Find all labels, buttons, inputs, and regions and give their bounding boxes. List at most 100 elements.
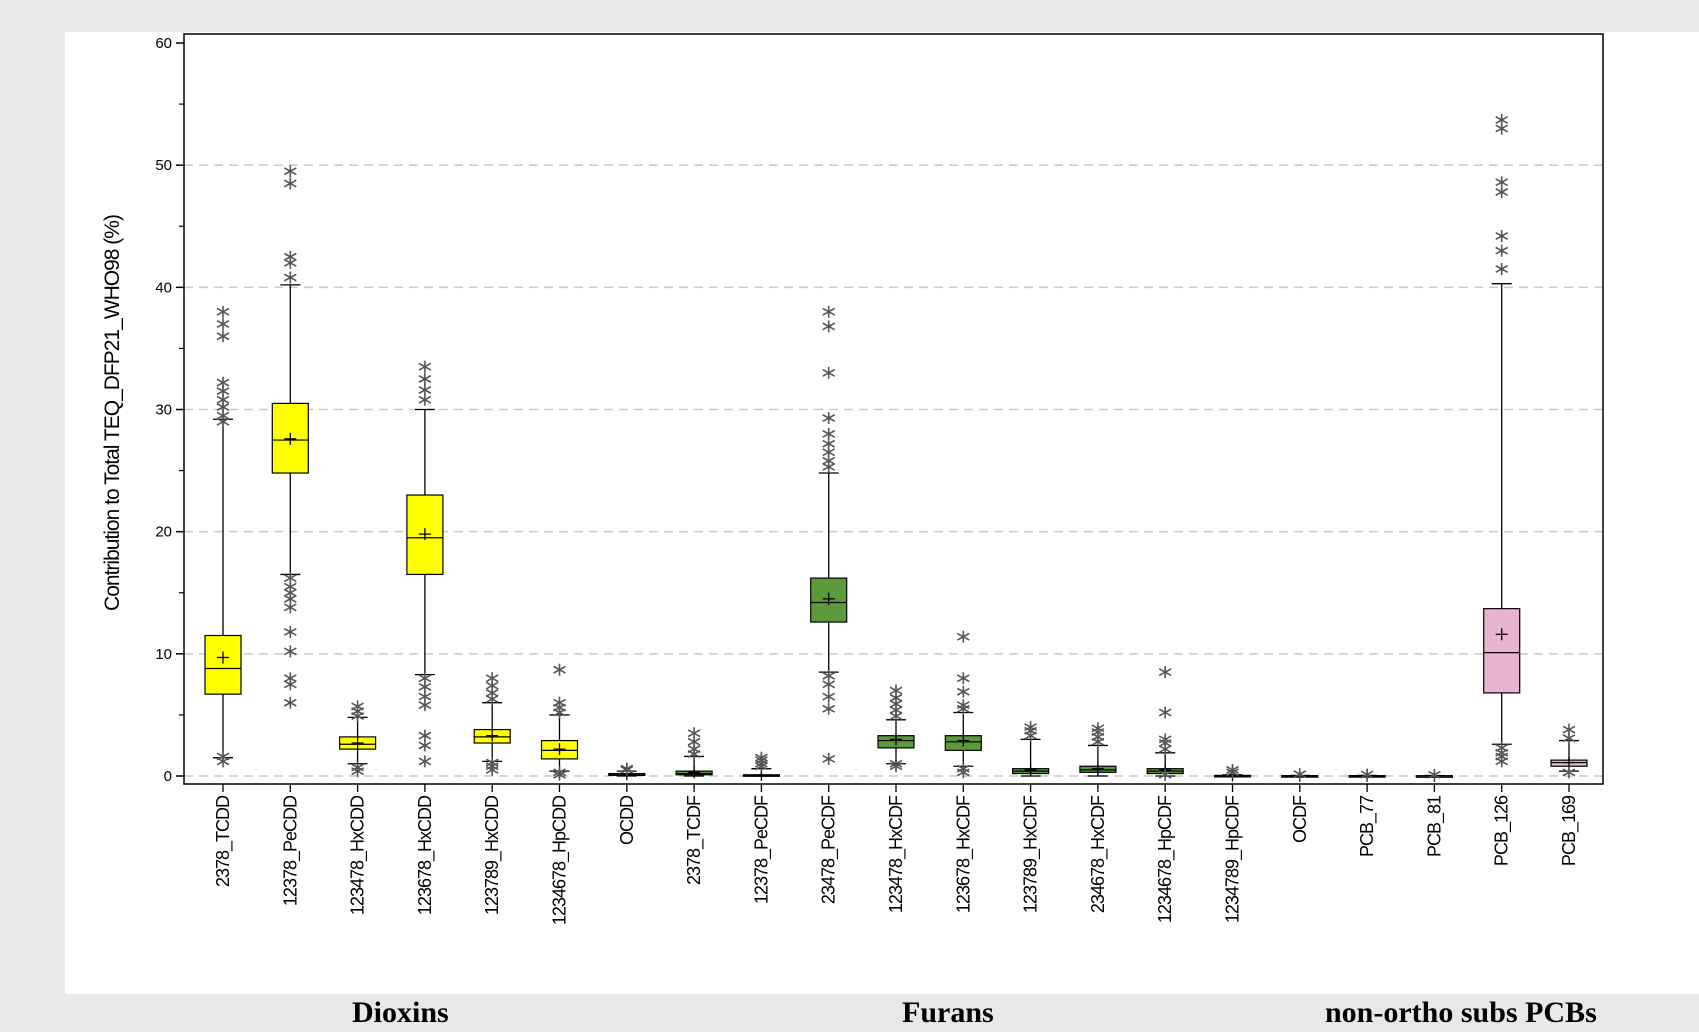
outlier-point bbox=[822, 412, 836, 425]
box-PCB_81 bbox=[1415, 768, 1454, 782]
outlier-point bbox=[1158, 733, 1172, 746]
x-tick-label: PCB_77 bbox=[1357, 795, 1378, 857]
outlier-stroke bbox=[889, 686, 903, 695]
box-PCB_126 bbox=[1483, 113, 1521, 768]
outlier-point bbox=[283, 625, 297, 638]
outlier-stroke bbox=[620, 764, 634, 773]
outlier-point bbox=[620, 762, 634, 775]
outlier-stroke bbox=[1495, 124, 1509, 133]
outlier-point bbox=[283, 572, 297, 585]
outlier-stroke bbox=[822, 307, 836, 316]
outlier-point bbox=[485, 672, 499, 685]
outlier-point bbox=[553, 766, 566, 779]
outlier-stroke bbox=[216, 319, 230, 328]
box-234678_HxCDF bbox=[1079, 722, 1117, 777]
outlier-point bbox=[956, 685, 970, 698]
outlier-point bbox=[283, 250, 297, 263]
outlier-stroke bbox=[283, 582, 297, 591]
box-2378_TCDF bbox=[675, 727, 713, 779]
x-tick-label: 123678_HxCDF bbox=[953, 795, 974, 913]
outlier-stroke bbox=[418, 374, 432, 383]
outlier-point bbox=[283, 165, 297, 178]
outlier-point bbox=[822, 669, 836, 682]
outlier-stroke bbox=[283, 167, 297, 176]
outlier-point bbox=[216, 305, 230, 318]
outlier-stroke bbox=[418, 731, 432, 740]
outlier-stroke bbox=[1158, 745, 1172, 754]
outlier-stroke bbox=[889, 699, 903, 708]
outlier-stroke bbox=[822, 754, 836, 763]
outlier-stroke bbox=[1158, 770, 1172, 779]
outlier-stroke bbox=[418, 701, 432, 710]
outlier-stroke bbox=[822, 448, 836, 457]
x-tick-label: 123478_HxCDD bbox=[348, 795, 369, 915]
outlier-point bbox=[889, 684, 903, 697]
outlier-stroke bbox=[216, 332, 230, 341]
outlier-point bbox=[1158, 706, 1172, 719]
outlier-stroke bbox=[822, 692, 836, 701]
x-tick-label: 123478_HxCDF bbox=[886, 795, 907, 913]
outlier-point bbox=[1495, 741, 1509, 754]
outlier-point bbox=[216, 330, 230, 343]
outlier-point bbox=[822, 366, 836, 379]
outlier-stroke bbox=[1562, 768, 1576, 777]
group-label-furans: Furans bbox=[902, 996, 994, 1029]
outlier-point bbox=[1293, 768, 1307, 781]
outlier-point bbox=[1562, 766, 1576, 779]
box-123789_HxCDF bbox=[1011, 721, 1050, 777]
box-12378_PeCDF bbox=[742, 751, 781, 782]
outlier-point bbox=[687, 727, 701, 740]
outlier-point bbox=[418, 729, 432, 742]
outlier-stroke bbox=[216, 403, 230, 412]
x-tick-label: PCB_81 bbox=[1424, 795, 1445, 857]
outlier-stroke bbox=[283, 179, 297, 188]
outlier-stroke bbox=[1024, 723, 1037, 732]
outlier-stroke bbox=[283, 647, 297, 656]
outlier-point bbox=[822, 320, 836, 333]
outlier-stroke bbox=[1562, 734, 1576, 743]
outlier-stroke bbox=[1495, 188, 1509, 197]
outlier-point bbox=[418, 372, 432, 385]
x-tick-label: 12378_PeCDF bbox=[751, 795, 772, 904]
box-123789_HxCDD bbox=[473, 672, 511, 776]
outlier-stroke bbox=[216, 307, 230, 316]
outlier-point bbox=[216, 376, 230, 389]
outlier-stroke bbox=[283, 258, 297, 267]
box-1234678_HpCDD bbox=[540, 663, 579, 781]
y-tick-label: 60 bbox=[155, 35, 172, 52]
outlier-stroke bbox=[1495, 743, 1509, 752]
outlier-stroke bbox=[283, 603, 297, 612]
outlier-stroke bbox=[1562, 725, 1576, 734]
outlier-point bbox=[283, 645, 297, 658]
x-tick-label: 1234678_HpCDD bbox=[550, 795, 571, 925]
outlier-stroke bbox=[1495, 246, 1509, 255]
outlier-stroke bbox=[956, 632, 970, 641]
group-label-dioxins: Dioxins bbox=[352, 996, 449, 1029]
outlier-point bbox=[956, 699, 970, 712]
x-tick-label: 2378_TCDF bbox=[684, 795, 705, 885]
box-1234789_HpCDF bbox=[1213, 763, 1252, 782]
y-tick-label: 20 bbox=[155, 524, 172, 541]
outlier-stroke bbox=[1158, 735, 1172, 744]
box-123478_HxCDF bbox=[877, 684, 915, 773]
outlier-stroke bbox=[418, 385, 432, 394]
outlier-stroke bbox=[1495, 232, 1509, 241]
outlier-stroke bbox=[1091, 724, 1105, 733]
x-tick-label: 12378_PeCDD bbox=[280, 795, 301, 906]
box-23478_PeCDF bbox=[810, 305, 848, 765]
box-PCB_77 bbox=[1348, 768, 1386, 782]
box-iqr bbox=[1483, 608, 1521, 694]
outlier-point bbox=[822, 690, 836, 703]
outlier-stroke bbox=[283, 594, 297, 603]
outlier-stroke bbox=[755, 753, 768, 762]
outlier-stroke bbox=[822, 322, 836, 331]
outlier-point bbox=[418, 383, 432, 396]
box-123678_HxCDF bbox=[944, 630, 982, 779]
outlier-stroke bbox=[1495, 178, 1509, 187]
outlier-stroke bbox=[283, 627, 297, 636]
outlier-stroke bbox=[889, 759, 903, 768]
outlier-point bbox=[1495, 176, 1509, 189]
outlier-stroke bbox=[485, 688, 499, 697]
